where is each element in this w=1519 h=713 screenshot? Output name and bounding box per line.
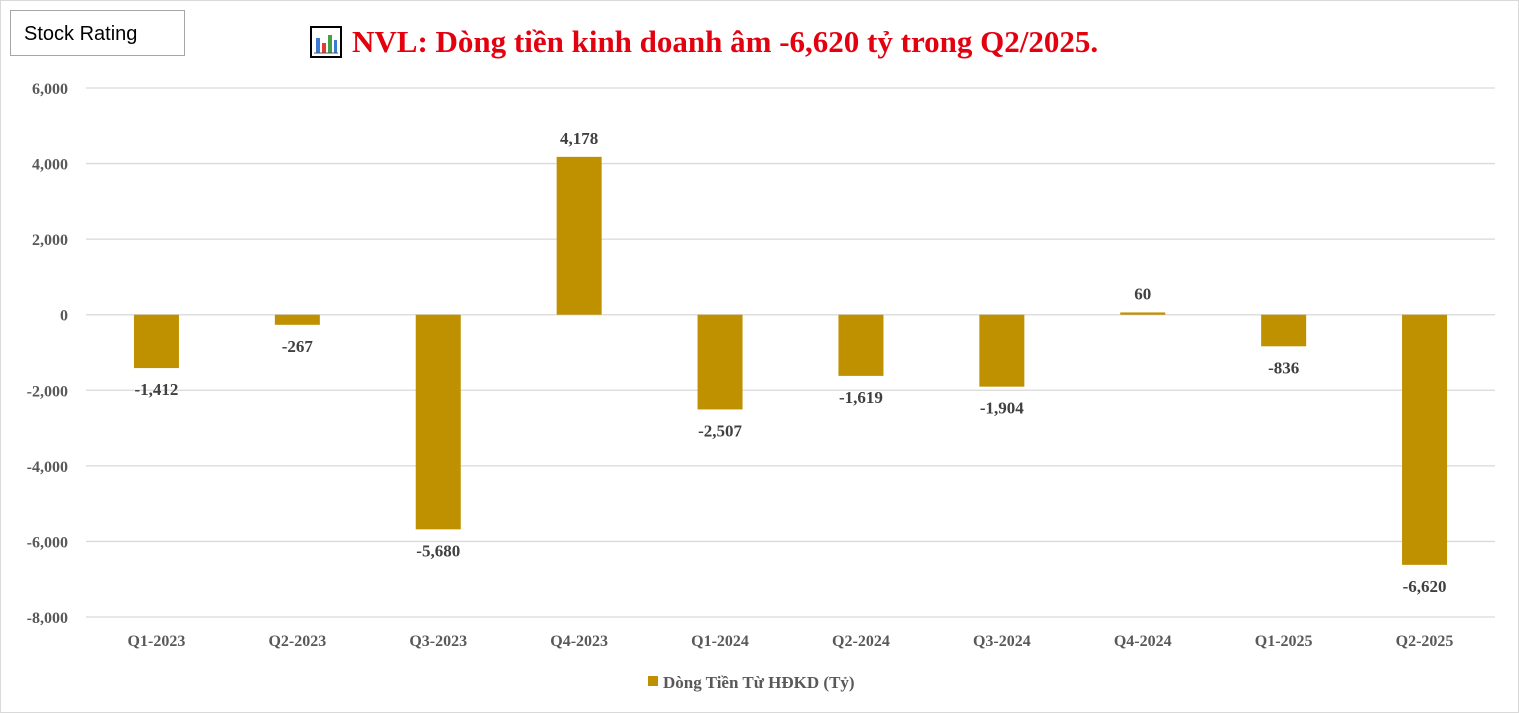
y-tick-label: 6,000 bbox=[32, 81, 68, 98]
y-tick-label: 4,000 bbox=[32, 157, 68, 174]
x-tick-label: Q4-2023 bbox=[550, 633, 608, 650]
x-tick-label: Q1-2024 bbox=[691, 633, 749, 650]
bar bbox=[415, 314, 461, 530]
x-tick-label: Q3-2023 bbox=[409, 633, 467, 650]
legend-swatch bbox=[648, 676, 658, 686]
bar bbox=[1402, 314, 1448, 565]
data-label: -1,412 bbox=[134, 380, 178, 399]
data-label: -2,507 bbox=[698, 421, 742, 440]
data-label: -267 bbox=[282, 337, 314, 356]
data-label: 4,178 bbox=[560, 129, 598, 148]
y-tick-label: -8,000 bbox=[27, 610, 68, 627]
data-label: 60 bbox=[1134, 284, 1151, 303]
bar bbox=[838, 314, 884, 376]
chart-title: NVL: Dòng tiền kinh doanh âm -6,620 tỷ t… bbox=[310, 22, 1098, 62]
x-tick-label: Q2-2023 bbox=[268, 633, 326, 650]
bar bbox=[274, 314, 320, 325]
bar bbox=[133, 314, 179, 369]
data-label: -5,680 bbox=[416, 541, 460, 560]
x-tick-label: Q2-2024 bbox=[832, 633, 890, 650]
data-label: -1,904 bbox=[980, 399, 1024, 418]
y-tick-label: -6,000 bbox=[27, 534, 68, 551]
x-tick-label: Q2-2025 bbox=[1396, 633, 1454, 650]
x-tick-label: Q3-2024 bbox=[973, 633, 1031, 650]
chart-title-text: NVL: Dòng tiền kinh doanh âm -6,620 tỷ t… bbox=[352, 24, 1099, 59]
legend-label: Dòng Tiền Từ HĐKD (Tỷ) bbox=[663, 673, 855, 692]
bar bbox=[697, 314, 743, 410]
bar bbox=[556, 156, 602, 315]
x-tick-label: Q4-2024 bbox=[1114, 633, 1172, 650]
y-tick-label: 0 bbox=[60, 308, 68, 325]
stock-rating-badge: Stock Rating bbox=[10, 10, 185, 56]
bar-chart-icon bbox=[310, 26, 342, 58]
data-label: -836 bbox=[1268, 358, 1299, 377]
bar bbox=[979, 314, 1025, 387]
y-tick-label: -4,000 bbox=[27, 459, 68, 476]
data-label: -6,620 bbox=[1403, 577, 1447, 596]
bar bbox=[1120, 312, 1166, 315]
y-tick-label: -2,000 bbox=[27, 383, 68, 400]
y-tick-label: 2,000 bbox=[32, 232, 68, 249]
x-tick-label: Q1-2025 bbox=[1255, 633, 1313, 650]
x-tick-label: Q1-2023 bbox=[128, 633, 186, 650]
bar bbox=[1261, 314, 1307, 347]
data-label: -1,619 bbox=[839, 388, 883, 407]
